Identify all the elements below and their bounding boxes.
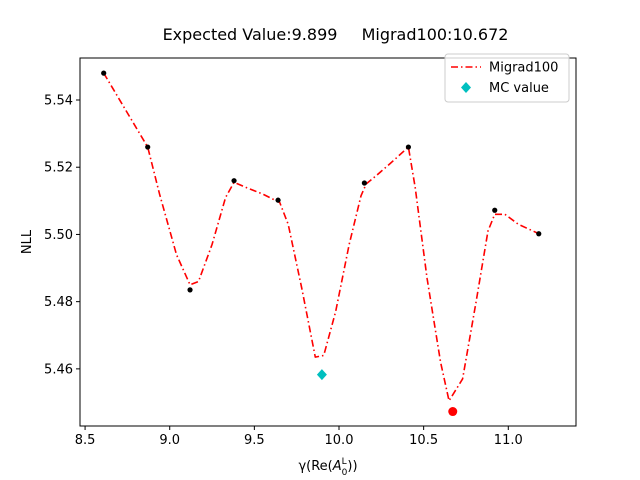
x-axis-ticks: 8.5 9.0 9.5 10.0 10.5 11.0: [75, 426, 523, 448]
y-tick-label: 5.54: [44, 94, 73, 109]
legend-box: [444, 53, 570, 103]
legend-marker-mc-value: [461, 82, 471, 93]
x-tick-label: 11.0: [494, 433, 523, 448]
legend: Migrad100 MC value: [444, 53, 570, 103]
scan-point: [536, 231, 542, 237]
y-axis-label: NLL: [20, 229, 35, 254]
series-layer: [103, 72, 541, 402]
y-tick-label: 5.46: [44, 362, 73, 377]
scan-point: [405, 144, 412, 150]
x-tick-label: 10.5: [409, 433, 438, 448]
y-tick-label: 5.48: [44, 295, 73, 310]
scan-point: [361, 180, 367, 186]
scan-point: [492, 207, 498, 213]
plot-area: [101, 70, 542, 417]
scan-point: [145, 144, 151, 150]
chart-title-migrad100: Migrad100:10.672: [362, 25, 509, 44]
scan-point: [187, 287, 193, 293]
mc-value-marker: [316, 369, 327, 381]
x-tick-label: 9.0: [159, 433, 180, 448]
x-tick-label: 9.5: [244, 433, 265, 448]
x-axis-label: γ(Re(AL 0)): [298, 457, 357, 478]
y-axis-ticks: 5.46 5.48 5.50 5.52 5.54: [44, 94, 80, 377]
scan-point: [275, 197, 281, 203]
marker-layer: [101, 70, 542, 417]
series-line-migrad100: [103, 72, 541, 402]
chart-title-expected-value: Expected Value:9.899: [163, 25, 338, 44]
x-tick-label: 8.5: [75, 433, 96, 448]
legend-label-migrad100: Migrad100: [489, 61, 558, 76]
migrad100-minimum-marker: [448, 407, 458, 417]
scan-point: [231, 178, 237, 184]
x-tick-label: 10.0: [325, 433, 354, 448]
y-tick-label: 5.52: [44, 161, 73, 176]
legend-label-mc-value: MC value: [489, 81, 549, 96]
scan-point: [101, 70, 107, 76]
axes-frame: [79, 57, 577, 427]
y-tick-label: 5.50: [44, 228, 73, 243]
